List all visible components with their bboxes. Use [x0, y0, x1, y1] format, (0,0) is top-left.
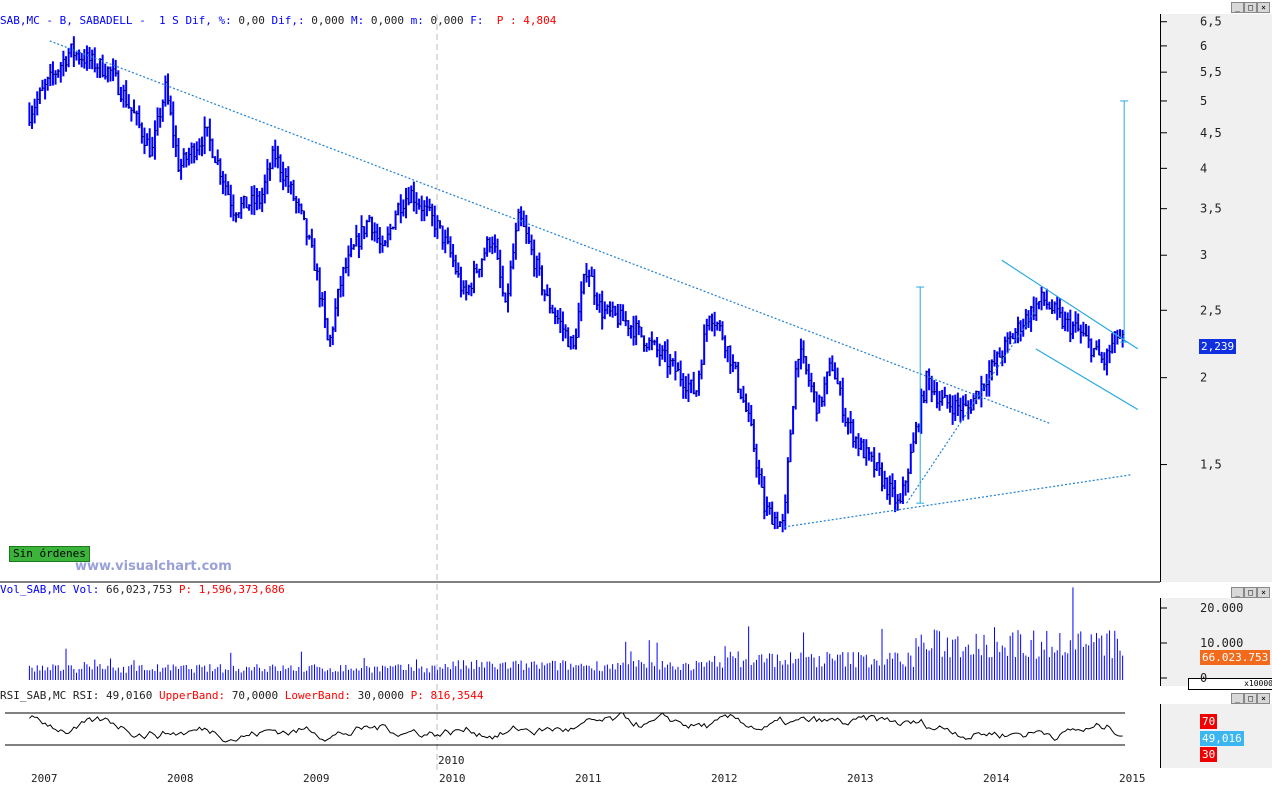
p-value: P : 4,804	[496, 14, 557, 27]
rsi-maximize-button[interactable]: □	[1244, 693, 1257, 704]
x-tick-label: 2013	[847, 772, 874, 785]
x-tick-label: 2008	[167, 772, 194, 785]
watermark: www.visualchart.com	[75, 559, 232, 574]
price-axis[interactable]	[1160, 14, 1272, 582]
rsi-label: RSI_SAB,MC RSI:	[0, 689, 100, 702]
trendline	[1001, 259, 1139, 350]
maximize-button[interactable]: □	[1244, 2, 1257, 13]
vol-minimize-button[interactable]: _	[1231, 587, 1244, 598]
close-button[interactable]: ×	[1257, 2, 1270, 13]
dif-pct: 0,00	[238, 14, 265, 27]
vol-label: Vol_SAB,MC Vol:	[0, 583, 100, 596]
volume-axis[interactable]	[1160, 598, 1272, 686]
x-tick-label: 2009	[303, 772, 330, 785]
y-tick-label: 3,5	[1200, 202, 1222, 216]
status-badge[interactable]: Sin órdenes	[9, 546, 90, 562]
min: 0,000	[430, 14, 464, 27]
dif-label: Dif,:	[271, 14, 305, 27]
last-price-tag: 2,239	[1199, 339, 1237, 354]
y-tick-label: 4,5	[1200, 126, 1222, 140]
y-tick-label: 4	[1200, 161, 1207, 175]
trendline	[49, 40, 1050, 424]
max: 0,000	[370, 14, 405, 27]
lower-band-tag: 30	[1200, 747, 1218, 762]
x-tick-label: 2015	[1119, 772, 1146, 785]
rsi-last-tag: 49,016	[1200, 731, 1244, 746]
rsi-p: P: 816,3544	[410, 689, 484, 702]
lower-label: LowerBand:	[284, 689, 352, 702]
x-tick-label: 2012	[711, 772, 738, 785]
x-tick-label: 2010	[439, 772, 466, 785]
vol-tick-label: 0	[1200, 671, 1207, 685]
volume-header: Vol_SAB,MC Vol: 66,023,753 P: 1,596,373,…	[0, 583, 285, 597]
rsi-line	[29, 712, 1123, 743]
rsi-header: RSI_SAB,MC RSI: 49,0160 UpperBand: 70,00…	[0, 689, 484, 703]
max-label: M:	[351, 14, 365, 27]
vol-tick-label: 10.000	[1200, 636, 1243, 650]
trendline	[1035, 348, 1139, 411]
y-tick-label: 5	[1200, 94, 1207, 108]
rsi-close-button[interactable]: ×	[1257, 693, 1270, 704]
y-tick-label: 5,5	[1200, 65, 1222, 79]
trendline	[784, 474, 1132, 528]
y-tick-label: 3	[1200, 248, 1207, 262]
upper-label: UpperBand:	[158, 689, 226, 702]
x-tick-label: 2014	[983, 772, 1010, 785]
trendline	[906, 309, 1037, 504]
upper-band-tag: 70	[1200, 714, 1218, 729]
lower-value: 30,0000	[357, 689, 405, 702]
last-volume-tag: 66.023.753	[1200, 650, 1271, 665]
rsi-value: 49,0160	[105, 689, 153, 702]
dif: 0,000	[311, 14, 345, 27]
y-tick-label: 6	[1200, 39, 1207, 53]
symbol: SAB,MC - B, SABADELL - 1 S	[0, 14, 179, 27]
vol-value: 66,023,753	[105, 583, 173, 596]
x-tick-label: 2007	[31, 772, 58, 785]
volume-unit: x10000	[1188, 678, 1272, 690]
y-tick-label: 2	[1200, 371, 1207, 385]
dif-pct-label: Dif, %:	[185, 14, 232, 27]
min-label: m:	[410, 14, 424, 27]
vol-maximize-button[interactable]: □	[1244, 587, 1257, 598]
vol-p: P: 1,596,373,686	[178, 583, 285, 596]
y-tick-label: 2,5	[1200, 303, 1222, 317]
vol-close-button[interactable]: ×	[1257, 587, 1270, 598]
y-tick-label: 1,5	[1200, 458, 1222, 472]
vol-tick-label: 20.000	[1200, 601, 1243, 615]
f-label: F:	[470, 14, 484, 27]
cursor-date: 2010	[438, 754, 465, 767]
y-tick-label: 6,5	[1200, 15, 1222, 29]
upper-value: 70,0000	[231, 689, 279, 702]
rsi-minimize-button[interactable]: _	[1231, 693, 1244, 704]
minimize-button[interactable]: _	[1231, 2, 1244, 13]
price-header: SAB,MC - B, SABADELL - 1 S Dif, %: 0,00 …	[0, 0, 556, 27]
x-tick-label: 2011	[575, 772, 602, 785]
